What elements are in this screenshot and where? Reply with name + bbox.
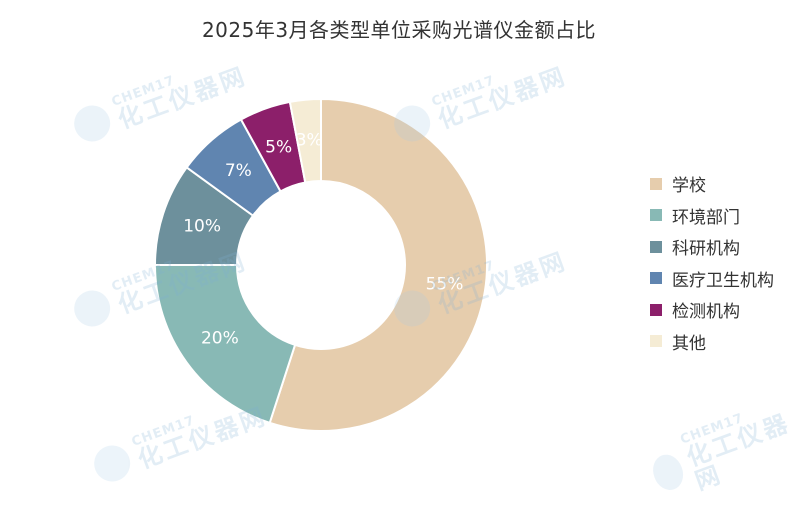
legend-swatch	[650, 240, 662, 253]
legend-swatch	[650, 335, 662, 348]
legend-item: 医疗卫生机构	[650, 263, 774, 295]
legend-item: 学校	[650, 168, 774, 200]
legend-item: 科研机构	[650, 231, 774, 263]
legend: 学校环境部门科研机构医疗卫生机构 检测机构其他	[650, 168, 774, 357]
legend-swatch	[650, 177, 662, 190]
legend-item: 环境部门	[650, 200, 774, 232]
legend-swatch	[650, 272, 662, 285]
slice-value-label: 55%	[426, 275, 464, 295]
slice-value-label: 5%	[265, 137, 292, 157]
slice-value-label: 20%	[201, 328, 239, 348]
legend-swatch	[650, 303, 662, 316]
legend-item: 其他	[650, 326, 774, 358]
chart-title: 2025年3月各类型单位采购光谱仪金额占比	[201, 18, 597, 42]
donut-slice	[268, 97, 488, 432]
slice-value-label: 10%	[183, 216, 221, 236]
slice-value-label: 7%	[225, 161, 252, 181]
slice-group	[153, 97, 488, 432]
donut-chart: 55% 20% 10% 7% 5% 3%	[153, 97, 488, 432]
legend-label: 科研机构	[672, 239, 740, 260]
donut-slice	[288, 97, 322, 184]
legend-label: 环境部门	[672, 207, 740, 228]
legend-label: 医疗卫生机构	[672, 270, 774, 291]
legend-item: 检测机构	[650, 294, 774, 326]
slice-label-group: 55% 20% 10% 7% 5% 3%	[183, 131, 463, 349]
legend-label: 其他	[672, 333, 706, 354]
legend-swatch	[650, 209, 662, 222]
legend-label: 学校	[672, 176, 706, 197]
slice-value-label: 3%	[296, 131, 323, 151]
donut-slice	[153, 264, 297, 425]
legend-label: 检测机构	[672, 302, 740, 323]
chart-container: 2025年3月各类型单位采购光谱仪金额占比 55% 20% 10% 7% 5% 3% 学校…	[69, 18, 794, 495]
